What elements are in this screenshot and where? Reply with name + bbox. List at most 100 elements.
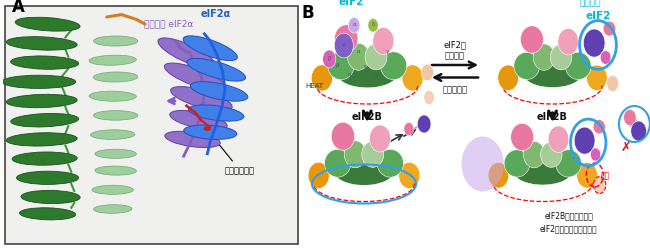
- Ellipse shape: [15, 17, 80, 31]
- Ellipse shape: [370, 125, 391, 152]
- Ellipse shape: [551, 44, 572, 70]
- Ellipse shape: [603, 21, 616, 36]
- Text: ✗: ✗: [620, 141, 631, 154]
- Ellipse shape: [12, 152, 77, 165]
- Text: α: α: [348, 72, 351, 78]
- Text: eIF2α: eIF2α: [201, 9, 231, 19]
- Ellipse shape: [328, 52, 354, 80]
- Ellipse shape: [190, 82, 248, 101]
- Ellipse shape: [514, 52, 539, 80]
- Ellipse shape: [94, 205, 132, 213]
- Ellipse shape: [10, 56, 79, 69]
- Ellipse shape: [584, 29, 605, 57]
- Ellipse shape: [164, 63, 227, 91]
- Ellipse shape: [95, 149, 136, 158]
- Ellipse shape: [548, 126, 569, 152]
- Ellipse shape: [558, 28, 579, 55]
- Ellipse shape: [577, 162, 597, 188]
- Ellipse shape: [90, 130, 135, 140]
- Text: γ: γ: [341, 42, 345, 47]
- Ellipse shape: [89, 91, 136, 101]
- Ellipse shape: [607, 76, 619, 92]
- Ellipse shape: [6, 133, 77, 146]
- Ellipse shape: [183, 36, 237, 60]
- Text: 脱リン酸化: 脱リン酸化: [443, 86, 467, 94]
- Text: eIF2: eIF2: [338, 0, 364, 7]
- Ellipse shape: [524, 62, 581, 88]
- Ellipse shape: [348, 18, 360, 33]
- Ellipse shape: [158, 38, 215, 68]
- Ellipse shape: [21, 190, 80, 203]
- Ellipse shape: [94, 36, 138, 46]
- Text: α: α: [352, 22, 356, 27]
- Ellipse shape: [630, 121, 646, 141]
- Ellipse shape: [521, 26, 543, 53]
- Text: α: α: [356, 49, 360, 54]
- Ellipse shape: [187, 58, 246, 81]
- Ellipse shape: [335, 159, 393, 185]
- Ellipse shape: [344, 141, 366, 168]
- Ellipse shape: [335, 25, 358, 53]
- Ellipse shape: [373, 28, 394, 54]
- Ellipse shape: [523, 142, 545, 168]
- Ellipse shape: [10, 114, 79, 127]
- Ellipse shape: [324, 149, 351, 177]
- Ellipse shape: [203, 126, 211, 131]
- Ellipse shape: [404, 122, 414, 136]
- Text: リン酸化: リン酸化: [579, 0, 601, 7]
- Ellipse shape: [417, 115, 431, 133]
- Text: HEAT: HEAT: [306, 84, 324, 89]
- Text: α: α: [375, 72, 379, 78]
- Ellipse shape: [365, 44, 387, 70]
- Ellipse shape: [511, 123, 534, 151]
- Ellipse shape: [556, 150, 581, 177]
- Ellipse shape: [623, 110, 636, 126]
- Ellipse shape: [601, 51, 611, 64]
- Ellipse shape: [488, 162, 509, 188]
- Ellipse shape: [380, 52, 407, 80]
- Ellipse shape: [16, 171, 79, 184]
- Ellipse shape: [20, 208, 75, 220]
- Ellipse shape: [95, 166, 136, 175]
- Text: β: β: [335, 62, 339, 68]
- Ellipse shape: [6, 37, 77, 50]
- Ellipse shape: [514, 160, 571, 185]
- Ellipse shape: [94, 110, 138, 120]
- Text: γ: γ: [385, 49, 389, 54]
- Ellipse shape: [541, 142, 562, 167]
- Text: β: β: [328, 56, 331, 60]
- Ellipse shape: [2, 75, 75, 88]
- Ellipse shape: [533, 44, 554, 70]
- Text: B: B: [302, 4, 314, 22]
- Text: ε: ε: [364, 64, 367, 69]
- Ellipse shape: [184, 125, 237, 140]
- Ellipse shape: [6, 94, 77, 108]
- Ellipse shape: [377, 149, 404, 177]
- Text: eIF2: eIF2: [585, 11, 611, 21]
- Ellipse shape: [92, 185, 133, 194]
- Text: eIF2の
リン酸化: eIF2の リン酸化: [443, 40, 467, 60]
- Ellipse shape: [399, 162, 420, 188]
- Text: リン酸化 eIF2α: リン酸化 eIF2α: [144, 20, 194, 28]
- Ellipse shape: [348, 43, 369, 70]
- Ellipse shape: [421, 64, 434, 81]
- Ellipse shape: [368, 18, 378, 32]
- Ellipse shape: [165, 131, 220, 148]
- Text: δ: δ: [372, 22, 375, 27]
- Ellipse shape: [504, 150, 530, 177]
- Ellipse shape: [89, 55, 136, 65]
- Ellipse shape: [311, 65, 332, 91]
- FancyBboxPatch shape: [5, 6, 298, 244]
- Ellipse shape: [402, 65, 423, 91]
- Ellipse shape: [362, 141, 383, 167]
- Text: 衝突: 衝突: [601, 172, 610, 180]
- Ellipse shape: [171, 86, 232, 110]
- Text: eIF2B: eIF2B: [352, 112, 383, 122]
- Ellipse shape: [322, 50, 336, 68]
- Text: A: A: [12, 0, 25, 16]
- Ellipse shape: [462, 136, 504, 192]
- Ellipse shape: [188, 105, 244, 121]
- Ellipse shape: [424, 90, 434, 104]
- Ellipse shape: [498, 65, 519, 90]
- Ellipse shape: [586, 65, 607, 90]
